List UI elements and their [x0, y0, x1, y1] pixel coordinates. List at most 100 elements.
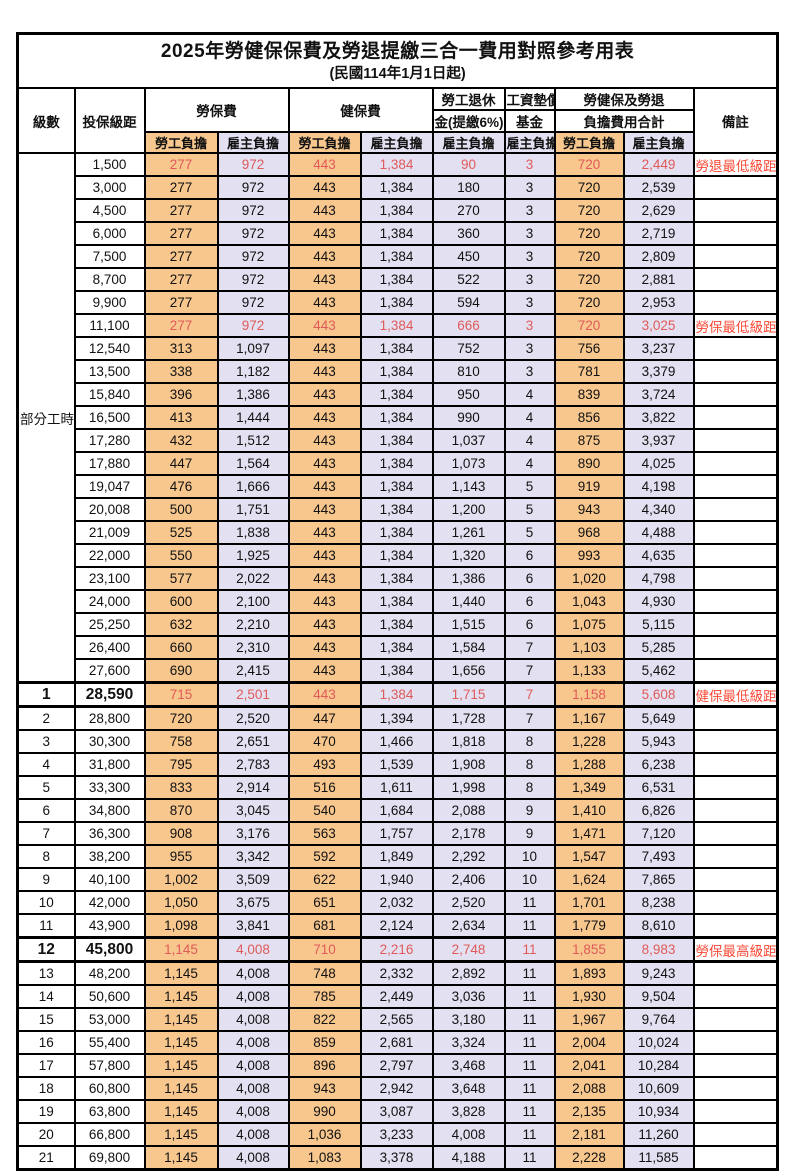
cell-health-employee: 563 [287, 821, 362, 846]
table-row: 14 50,600 1,145 4,008 785 2,449 3,036 11 1,930 9,… [16, 984, 779, 1009]
cell-remark: 勞保最高級距 [692, 936, 779, 963]
table-row: 4 31,800 795 2,783 493 1,539 1,908 8 1,288 6,238 [16, 752, 779, 777]
cell-total-employer: 9,243 [622, 960, 695, 986]
cell-bracket: 19,047 [73, 474, 146, 499]
cell-total-employee: 1,103 [553, 635, 625, 660]
cell-labor-employee: 1,145 [143, 1007, 219, 1032]
cell-pension-employer: 1,320 [431, 543, 506, 568]
cell-labor-employer: 972 [216, 244, 290, 269]
cell-total-employer: 6,531 [622, 775, 695, 800]
cell-bracket: 17,280 [73, 428, 146, 453]
cell-pension-employer: 1,200 [431, 497, 506, 522]
cell-health-employer: 1,384 [359, 658, 434, 684]
table-row: 27,600 690 2,415 443 1,384 1,656 7 1,133 5,462 [18, 658, 779, 684]
cell-total-employer: 4,340 [622, 497, 695, 522]
cell-labor-employee: 277 [143, 313, 219, 338]
cell-bracket: 45,800 [73, 936, 146, 963]
table-row: 17 57,800 1,145 4,008 896 2,797 3,468 11 2,041 10… [16, 1053, 779, 1078]
cell-bracket: 53,000 [73, 1007, 146, 1032]
cell-health-employee: 622 [287, 867, 362, 892]
cell-pension-employer: 950 [431, 382, 506, 407]
cell-total-employee: 756 [553, 336, 625, 361]
cell-health-employer: 2,032 [359, 890, 434, 915]
cell-health-employee: 443 [287, 152, 362, 177]
cell-labor-employee: 500 [143, 497, 219, 522]
cell-remark [692, 658, 779, 684]
cell-bracket: 34,800 [73, 798, 146, 823]
cell-labor-employee: 1,145 [143, 1053, 219, 1078]
cell-bracket: 22,000 [73, 543, 146, 568]
table-row: 6 34,800 870 3,045 540 1,684 2,088 9 1,410 6,826 [16, 798, 779, 823]
cell-health-employer: 1,384 [359, 198, 434, 223]
cell-health-employee: 443 [287, 543, 362, 568]
cell-total-employer: 2,449 [622, 152, 695, 177]
cell-bracket: 13,500 [73, 359, 146, 384]
cell-wage-fund-employer: 6 [503, 612, 556, 637]
cell-health-employee: 443 [287, 497, 362, 522]
cell-wage-fund-employer: 11 [503, 960, 556, 986]
cell-health-employee: 443 [287, 267, 362, 292]
cell-remark [692, 612, 779, 637]
cell-wage-fund-employer: 3 [503, 175, 556, 200]
cell-health-employee: 990 [287, 1099, 362, 1124]
cell-health-employer: 1,684 [359, 798, 434, 823]
cell-labor-employer: 1,838 [216, 520, 290, 545]
table-row: 9 40,100 1,002 3,509 622 1,940 2,406 10 1,624 7,8… [16, 867, 779, 892]
cell-bracket: 66,800 [73, 1122, 146, 1147]
cell-bracket: 38,200 [73, 844, 146, 869]
cell-labor-employee: 600 [143, 589, 219, 614]
table-row: 24,000 600 2,100 443 1,384 1,440 6 1,043 4,930 [18, 589, 779, 614]
cell-remark [692, 1030, 779, 1055]
cell-pension-employer: 1,143 [431, 474, 506, 499]
cell-bracket: 27,600 [73, 658, 146, 684]
cell-health-employer: 1,384 [359, 313, 434, 338]
cell-wage-fund-employer: 9 [503, 798, 556, 823]
part-time-merged-cell: 部分工時 [16, 152, 76, 684]
cell-health-employee: 443 [287, 566, 362, 591]
cell-pension-employer: 1,818 [431, 729, 506, 754]
cell-pension-employer: 1,073 [431, 451, 506, 476]
cell-total-employer: 10,284 [622, 1053, 695, 1078]
cell-bracket: 8,700 [73, 267, 146, 292]
cell-health-employer: 1,384 [359, 244, 434, 269]
cell-remark [692, 589, 779, 614]
table-row: 16 55,400 1,145 4,008 859 2,681 3,324 11 2,004 10… [16, 1030, 779, 1055]
cell-health-employer: 1,384 [359, 520, 434, 545]
cell-labor-employee: 277 [143, 267, 219, 292]
cell-bracket: 26,400 [73, 635, 146, 660]
cell-labor-employer: 3,675 [216, 890, 290, 915]
page-subtitle: (民國114年1月1日起) [329, 65, 466, 82]
cell-bracket: 31,800 [73, 752, 146, 777]
cell-health-employee: 1,083 [287, 1145, 362, 1171]
cell-pension-employer: 522 [431, 267, 506, 292]
cell-health-employee: 443 [287, 175, 362, 200]
table-row: 7 36,300 908 3,176 563 1,757 2,178 9 1,471 7,120 [16, 821, 779, 846]
cell-total-employer: 9,764 [622, 1007, 695, 1032]
cell-labor-employee: 758 [143, 729, 219, 754]
cell-labor-employer: 2,651 [216, 729, 290, 754]
cell-remark [692, 175, 779, 200]
cell-bracket: 1,500 [73, 152, 146, 177]
cell-bracket: 15,840 [73, 382, 146, 407]
col-header-pension-line2: 金(提繳6%) [431, 109, 506, 133]
subheader-labor-employee: 勞工負擔 [143, 131, 219, 154]
cell-pension-employer: 3,648 [431, 1076, 506, 1101]
cell-total-employee: 1,701 [553, 890, 625, 915]
cell-total-employee: 1,547 [553, 844, 625, 869]
cell-pension-employer: 2,634 [431, 913, 506, 939]
cell-health-employee: 443 [287, 635, 362, 660]
cell-total-employer: 8,238 [622, 890, 695, 915]
cell-total-employee: 1,167 [553, 705, 625, 731]
cell-labor-employer: 4,008 [216, 1122, 290, 1147]
cell-labor-employer: 2,783 [216, 752, 290, 777]
cell-total-employer: 2,809 [622, 244, 695, 269]
cell-remark [692, 821, 779, 846]
cell-pension-employer: 2,406 [431, 867, 506, 892]
cell-level: 9 [16, 867, 76, 892]
cell-labor-employer: 1,444 [216, 405, 290, 430]
cell-wage-fund-employer: 5 [503, 474, 556, 499]
cell-health-employer: 1,384 [359, 336, 434, 361]
cell-pension-employer: 4,008 [431, 1122, 506, 1147]
cell-health-employer: 3,378 [359, 1145, 434, 1171]
table-row: 9,900 277 972 443 1,384 594 3 720 2,953 [18, 290, 779, 315]
